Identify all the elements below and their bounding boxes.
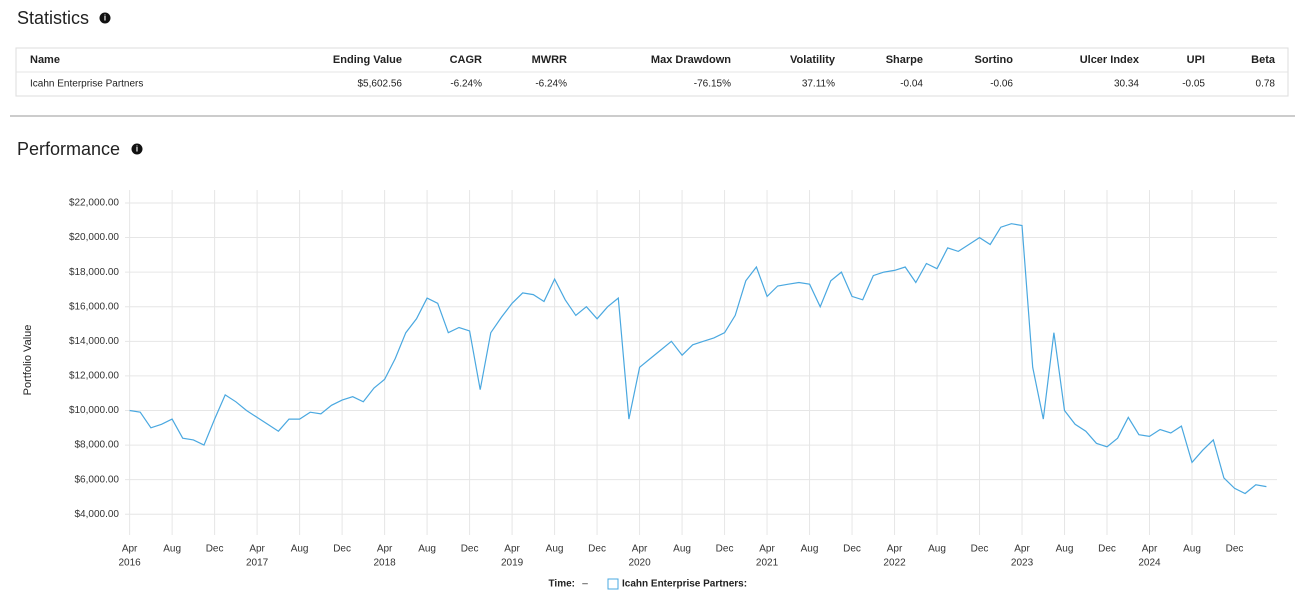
column-header: Max Drawdown	[651, 54, 731, 66]
column-header: MWRR	[532, 54, 567, 66]
x-tick-label: Aug	[928, 544, 946, 555]
x-tick-label: Aug	[1183, 544, 1201, 555]
x-year-label: 2023	[1011, 558, 1034, 569]
x-tick-label: Dec	[206, 544, 224, 555]
x-year-label: 2020	[628, 558, 651, 569]
x-tick-label: Aug	[1056, 544, 1074, 555]
x-year-label: 2018	[373, 558, 396, 569]
column-header: Ending Value	[333, 54, 402, 66]
x-year-label: 2021	[756, 558, 779, 569]
table-cell: Icahn Enterprise Partners	[30, 79, 143, 90]
table-cell: -76.15%	[694, 79, 731, 90]
y-tick-label: $16,000.00	[69, 301, 119, 312]
table-cell: 0.78	[1256, 79, 1276, 90]
y-tick-label: $12,000.00	[69, 371, 119, 382]
legend-time-label: Time:	[549, 579, 576, 590]
x-year-label: 2019	[501, 558, 524, 569]
x-tick-label: Dec	[1098, 544, 1116, 555]
x-tick-label: Aug	[163, 544, 181, 555]
info-icon[interactable]	[131, 143, 143, 155]
table-cell: 37.11%	[802, 79, 835, 90]
y-tick-label: $18,000.00	[69, 267, 119, 278]
y-tick-label: $14,000.00	[69, 336, 119, 347]
x-year-label: 2017	[246, 558, 269, 569]
x-tick-label: Apr	[249, 544, 265, 555]
section-title: Statistics	[17, 8, 89, 28]
x-tick-label: Apr	[504, 544, 520, 555]
table-cell: -0.05	[1182, 79, 1205, 90]
table-cell: -0.04	[900, 79, 923, 90]
y-tick-label: $20,000.00	[69, 232, 119, 243]
y-tick-label: $8,000.00	[75, 440, 120, 451]
x-tick-label: Aug	[546, 544, 564, 555]
y-tick-label: $22,000.00	[69, 198, 119, 209]
x-tick-label: Aug	[418, 544, 436, 555]
column-header: UPI	[1187, 54, 1205, 66]
column-header: Volatility	[790, 54, 836, 66]
x-tick-label: Dec	[461, 544, 479, 555]
info-glyph: i	[104, 14, 106, 23]
column-header: CAGR	[450, 54, 482, 66]
x-tick-label: Apr	[122, 544, 138, 555]
x-tick-label: Dec	[333, 544, 351, 555]
info-icon[interactable]	[99, 12, 111, 24]
table-cell: -6.24%	[450, 79, 482, 90]
column-header: Ulcer Index	[1080, 54, 1140, 66]
legend-swatch[interactable]	[607, 578, 619, 590]
x-tick-label: Aug	[801, 544, 819, 555]
table-cell: -6.24%	[535, 79, 567, 90]
y-axis-label: Portfolio Value	[22, 325, 34, 396]
x-tick-label: Dec	[588, 544, 606, 555]
x-tick-label: Apr	[377, 544, 393, 555]
column-header: Name	[30, 54, 60, 66]
x-year-label: 2022	[883, 558, 906, 569]
y-tick-label: $4,000.00	[75, 509, 120, 520]
x-tick-label: Apr	[759, 544, 775, 555]
legend-label[interactable]: Icahn Enterprise Partners:	[622, 579, 747, 590]
x-tick-label: Dec	[843, 544, 861, 555]
x-year-label: 2016	[118, 558, 141, 569]
x-tick-label: Aug	[291, 544, 309, 555]
x-tick-label: Apr	[887, 544, 903, 555]
x-tick-label: Dec	[971, 544, 989, 555]
column-header: Beta	[1251, 54, 1276, 66]
section-title: Performance	[17, 139, 120, 159]
table-cell: -0.06	[990, 79, 1013, 90]
x-tick-label: Dec	[1226, 544, 1244, 555]
y-tick-label: $6,000.00	[75, 474, 120, 485]
line	[129, 223, 1267, 495]
legend-time-value: –	[582, 579, 588, 590]
x-tick-label: Apr	[1142, 544, 1158, 555]
x-year-label: 2024	[1138, 558, 1161, 569]
table-cell: 30.34	[1114, 79, 1139, 90]
column-header: Sortino	[975, 54, 1014, 66]
table-cell: $5,602.56	[358, 79, 403, 90]
info-glyph: i	[136, 145, 138, 154]
x-tick-label: Dec	[716, 544, 734, 555]
x-tick-label: Apr	[632, 544, 648, 555]
column-header: Sharpe	[886, 54, 923, 66]
x-tick-label: Apr	[1014, 544, 1030, 555]
y-tick-label: $10,000.00	[69, 405, 119, 416]
x-tick-label: Aug	[673, 544, 691, 555]
